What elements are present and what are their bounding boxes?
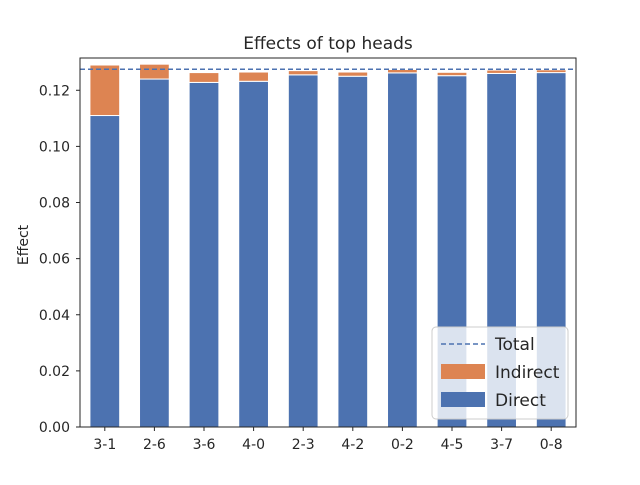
x-tick-label: 4-5 [441,437,464,453]
bar-indirect-3-1 [89,64,121,117]
y-tick-label: 0.12 [39,83,70,99]
legend-direct-swatch [441,392,485,407]
y-tick-label: 0.04 [39,308,70,324]
legend: Total Indirect Direct [431,326,569,420]
bar-direct-3-1 [89,115,121,428]
bar-indirect-3-7 [486,69,517,74]
legend-label-indirect: Indirect [495,363,560,383]
x-tick-label: 3-7 [490,437,513,453]
axes-frame [79,57,577,428]
bar-direct-4-2 [337,75,369,428]
plot-area: 3-1 2-6 3-6 4-0 2-3 4-2 0-2 4-5 3-7 0-8 0.00 0.02 0.… [39,57,577,453]
bar-indirect-4-2 [337,71,369,77]
x-tick-label: 4-2 [341,437,364,453]
x-tick-label: 3-1 [93,437,116,453]
y-tick-label: 0.08 [39,196,70,212]
x-tick-label: 2-6 [143,437,166,453]
bar-indirect-2-3 [287,70,319,76]
y-tick-label: 0.10 [39,139,70,155]
legend-label-total: Total [494,335,535,355]
chart-title: Effects of top heads [243,34,413,54]
x-tick-label: 0-2 [391,437,414,453]
bar-direct-0-2 [387,72,418,428]
y-axis-label: Effect [16,224,32,265]
bar-indirect-0-8 [535,69,567,74]
y-tick-label: 0.02 [39,364,70,380]
legend-label-direct: Direct [495,391,546,411]
bar-indirect-0-2 [387,69,418,74]
bar-direct-2-6 [139,78,170,428]
x-tick-label: 4-0 [242,437,265,453]
x-tick-label: 0-8 [540,437,563,453]
y-tick-label: 0.00 [39,420,70,436]
bar-direct-4-0 [238,80,269,428]
bar-indirect-4-0 [238,71,269,82]
bar-direct-3-6 [188,81,220,428]
bar-direct-2-3 [287,74,319,428]
legend-indirect-swatch [441,364,485,379]
x-tick-label: 2-3 [292,437,315,453]
bar-indirect-2-6 [139,63,170,80]
bar-indirect-3-6 [188,72,220,83]
bar-indirect-4-5 [436,71,468,77]
x-tick-label: 3-6 [193,437,216,453]
y-tick-label: 0.06 [39,252,70,268]
